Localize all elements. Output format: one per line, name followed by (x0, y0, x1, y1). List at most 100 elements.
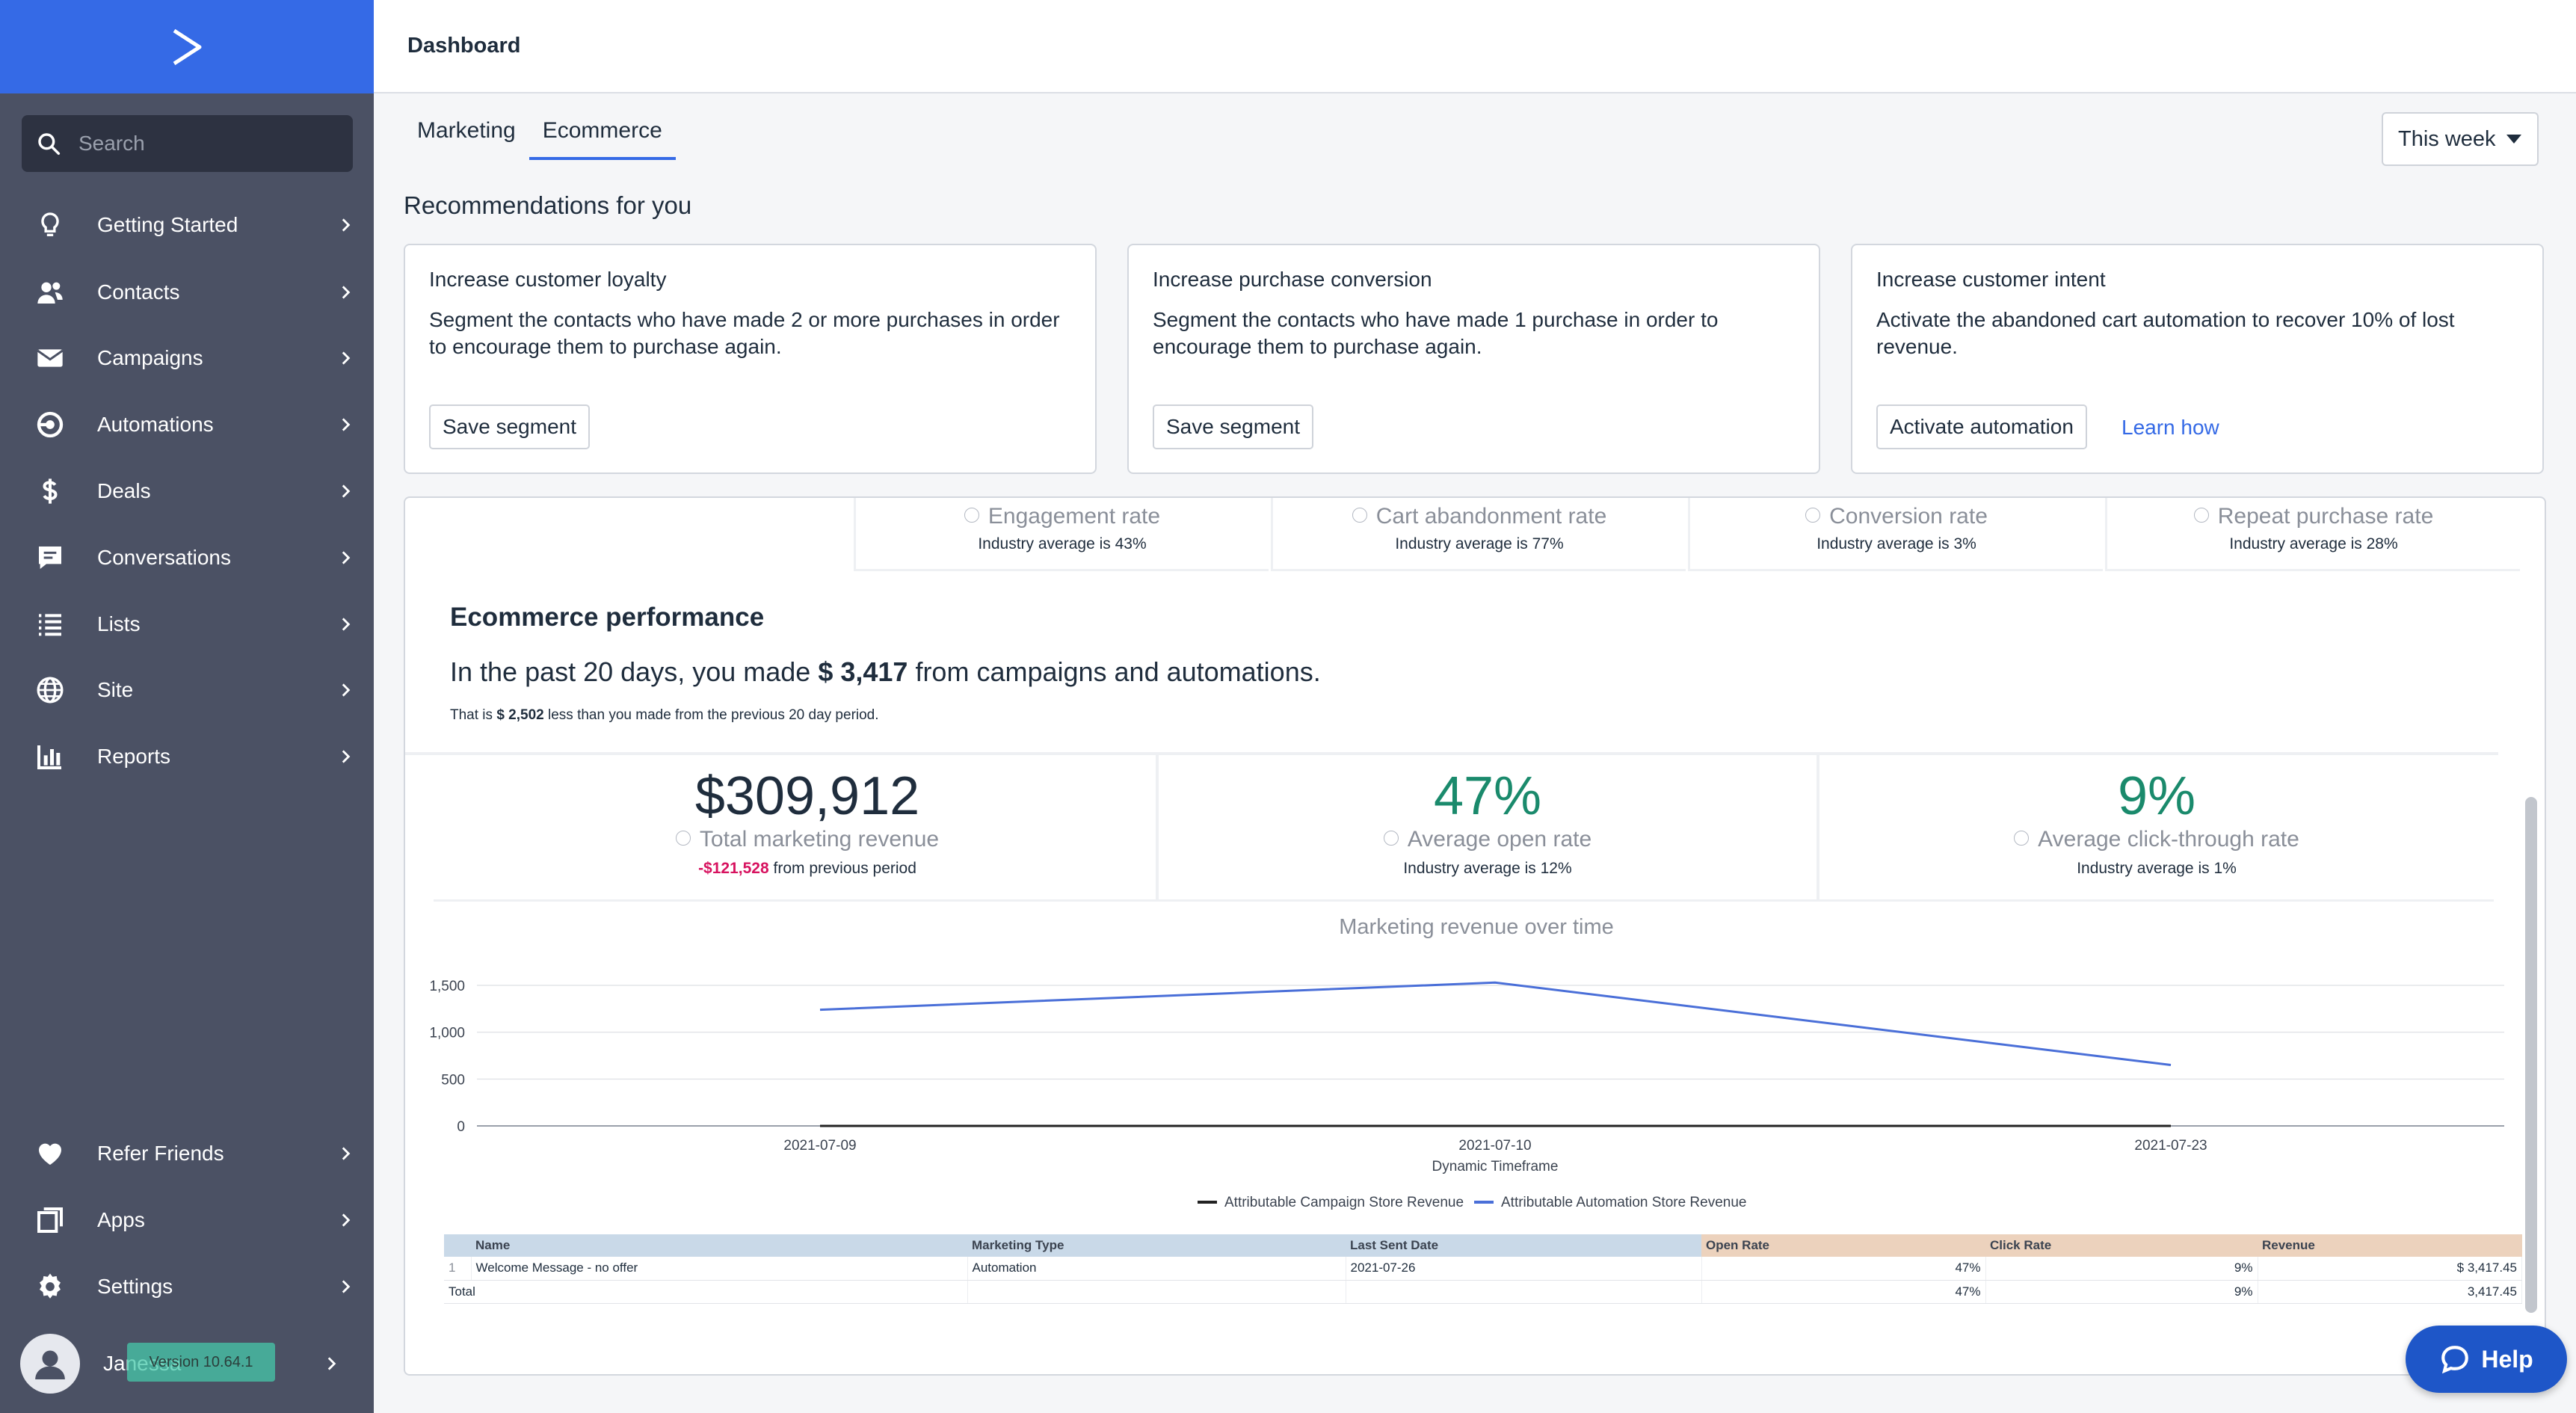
panel-scrollbar[interactable] (2525, 797, 2537, 1313)
table-header[interactable]: Last Sent Date (1346, 1234, 1701, 1257)
cell-open-rate: 47% (1701, 1257, 1986, 1281)
x-tick-label: 2021-07-23 (2134, 1138, 2207, 1154)
metric-name: Engagement rate (987, 504, 1161, 529)
save-segment-button[interactable]: Save segment (1153, 404, 1313, 449)
divider (1817, 755, 1819, 902)
page-header: Dashboard (374, 0, 2576, 93)
campaign-table: Name Marketing Type Last Sent Date Open … (444, 1234, 2522, 1304)
info-icon[interactable] (2193, 508, 2209, 523)
info-icon[interactable] (1352, 508, 1367, 523)
metric-repeat-purchase-rate: Repeat purchase rate Industry average is… (2105, 498, 2520, 571)
x-tick-label: 2021-07-09 (783, 1138, 856, 1154)
y-tick-label: 1,500 (429, 979, 465, 994)
sidebar-item-automations[interactable]: Automations (0, 398, 374, 451)
sidebar-item-apps[interactable]: Apps (0, 1194, 374, 1246)
table-header-index (444, 1234, 471, 1257)
sidebar-item-label: Reports (97, 745, 171, 768)
sidebar-item-label: Refer Friends (97, 1142, 224, 1165)
metric-average: Industry average is 43% (978, 535, 1147, 552)
dollar-icon (43, 478, 58, 504)
sidebar-item-getting-started[interactable]: Getting Started (0, 199, 374, 251)
chevron-right-icon (342, 351, 351, 365)
open-rate-value: 47% (1433, 766, 1542, 826)
open-rate-card: 47% Average open rate Industry average i… (1159, 755, 1817, 902)
chart-title: Marketing revenue over time (1339, 915, 1614, 939)
recommendation-card: Increase customer intent Activate the ab… (1851, 244, 2544, 474)
sidebar-item-refer-friends[interactable]: Refer Friends (0, 1127, 374, 1180)
recommendation-card-title: Increase customer intent (1876, 268, 2106, 291)
tab-ecommerce[interactable]: Ecommerce (529, 112, 676, 160)
recommendation-card-title: Increase purchase conversion (1153, 268, 1432, 291)
avatar[interactable] (20, 1334, 80, 1394)
sidebar-item-campaigns[interactable]: Campaigns (0, 332, 374, 384)
sidebar-item-lists[interactable]: Lists (0, 598, 374, 650)
version-badge: Version 10.64.1 (127, 1343, 275, 1382)
logo-area[interactable] (0, 0, 374, 93)
chevron-right-icon (342, 218, 351, 232)
cell-date: 2021-07-26 (1346, 1257, 1702, 1281)
table-header[interactable]: Click Rate (1985, 1234, 2258, 1257)
info-icon[interactable] (1805, 508, 1821, 523)
y-tick-label: 0 (457, 1119, 465, 1135)
table-row[interactable]: 1 Welcome Message - no offer Automation … (444, 1257, 2522, 1281)
sidebar-item-contacts[interactable]: Contacts (0, 266, 374, 318)
sidebar-item-label: Site (97, 678, 134, 701)
learn-how-link[interactable]: Learn how (2121, 416, 2219, 439)
sidebar-item-conversations[interactable]: Conversations (0, 532, 374, 584)
open-rate-label: Average open rate (1407, 827, 1592, 852)
save-segment-button[interactable]: Save segment (429, 404, 590, 449)
info-icon[interactable] (2014, 831, 2030, 846)
search-icon (38, 133, 61, 156)
chat-bubble-icon (2441, 1346, 2469, 1374)
x-tick-label: 2021-07-10 (1458, 1138, 1531, 1154)
search-box[interactable] (22, 115, 353, 172)
user-menu[interactable]: Janessa Version 10.64.1 (0, 1329, 374, 1398)
chat-icon (39, 547, 61, 569)
search-input[interactable] (78, 132, 348, 156)
sidebar-item-site[interactable]: Site (0, 664, 374, 716)
activate-automation-button[interactable]: Activate automation (1876, 404, 2087, 449)
table-header[interactable]: Open Rate (1701, 1234, 1985, 1257)
total-revenue-value: $309,912 (694, 766, 920, 826)
page-title: Dashboard (407, 34, 521, 58)
sidebar-item-reports[interactable]: Reports (0, 730, 374, 783)
heart-icon (39, 1143, 61, 1165)
chevron-right-icon (342, 418, 351, 431)
ecommerce-panel: Engagement rate Industry average is 43% … (404, 496, 2546, 1376)
scrollbar-thumb[interactable] (2525, 797, 2537, 1313)
sidebar-item-label: Deals (97, 479, 151, 502)
info-icon[interactable] (675, 831, 691, 846)
performance-title: Ecommerce performance (450, 603, 765, 632)
click-rate-value: 9% (2117, 766, 2196, 826)
chevron-right-icon (327, 1357, 336, 1370)
revenue-change-label: from previous period (768, 860, 916, 877)
tab-marketing[interactable]: Marketing (417, 118, 516, 143)
open-rate-average: Industry average is 12% (1403, 860, 1572, 877)
bar-chart-icon (37, 745, 61, 769)
table-header[interactable]: Revenue (2258, 1234, 2522, 1257)
table-header[interactable]: Name (471, 1234, 967, 1257)
total-label: Total (444, 1280, 968, 1304)
sidebar-item-deals[interactable]: Deals (0, 465, 374, 517)
period-select[interactable]: This week (2382, 112, 2539, 166)
sidebar-item-settings[interactable]: Settings (0, 1260, 374, 1313)
comparison-text: That is (450, 707, 497, 723)
total-revenue-label: Total marketing revenue (699, 827, 940, 852)
metric-average: Industry average is 77% (1395, 535, 1564, 552)
table-header-row: Name Marketing Type Last Sent Date Open … (444, 1234, 2522, 1257)
sidebar-item-label: Settings (97, 1275, 173, 1298)
revenue-line-chart: 0 500 1,000 1,500 2021-07-09 2021-07-10 2021-0… (429, 979, 2504, 1210)
table-header[interactable]: Marketing Type (967, 1234, 1346, 1257)
chevron-right-icon (342, 750, 351, 763)
help-button[interactable]: Help (2406, 1326, 2567, 1393)
y-tick-label: 1,000 (429, 1026, 465, 1041)
total-click-rate: 9% (1985, 1280, 2258, 1304)
recommendation-card: Increase customer loyalty Segment the co… (404, 244, 1097, 474)
metric-cart-abandonment-rate: Cart abandonment rate Industry average i… (1271, 498, 1686, 571)
total-revenue: 3,417.45 (2258, 1280, 2522, 1304)
info-icon[interactable] (964, 508, 979, 523)
info-icon[interactable] (1383, 831, 1399, 846)
comparison-amount: $ 2,502 (496, 707, 544, 723)
sidebar-item-label: Campaigns (97, 346, 203, 369)
apps-icon (37, 1207, 63, 1233)
